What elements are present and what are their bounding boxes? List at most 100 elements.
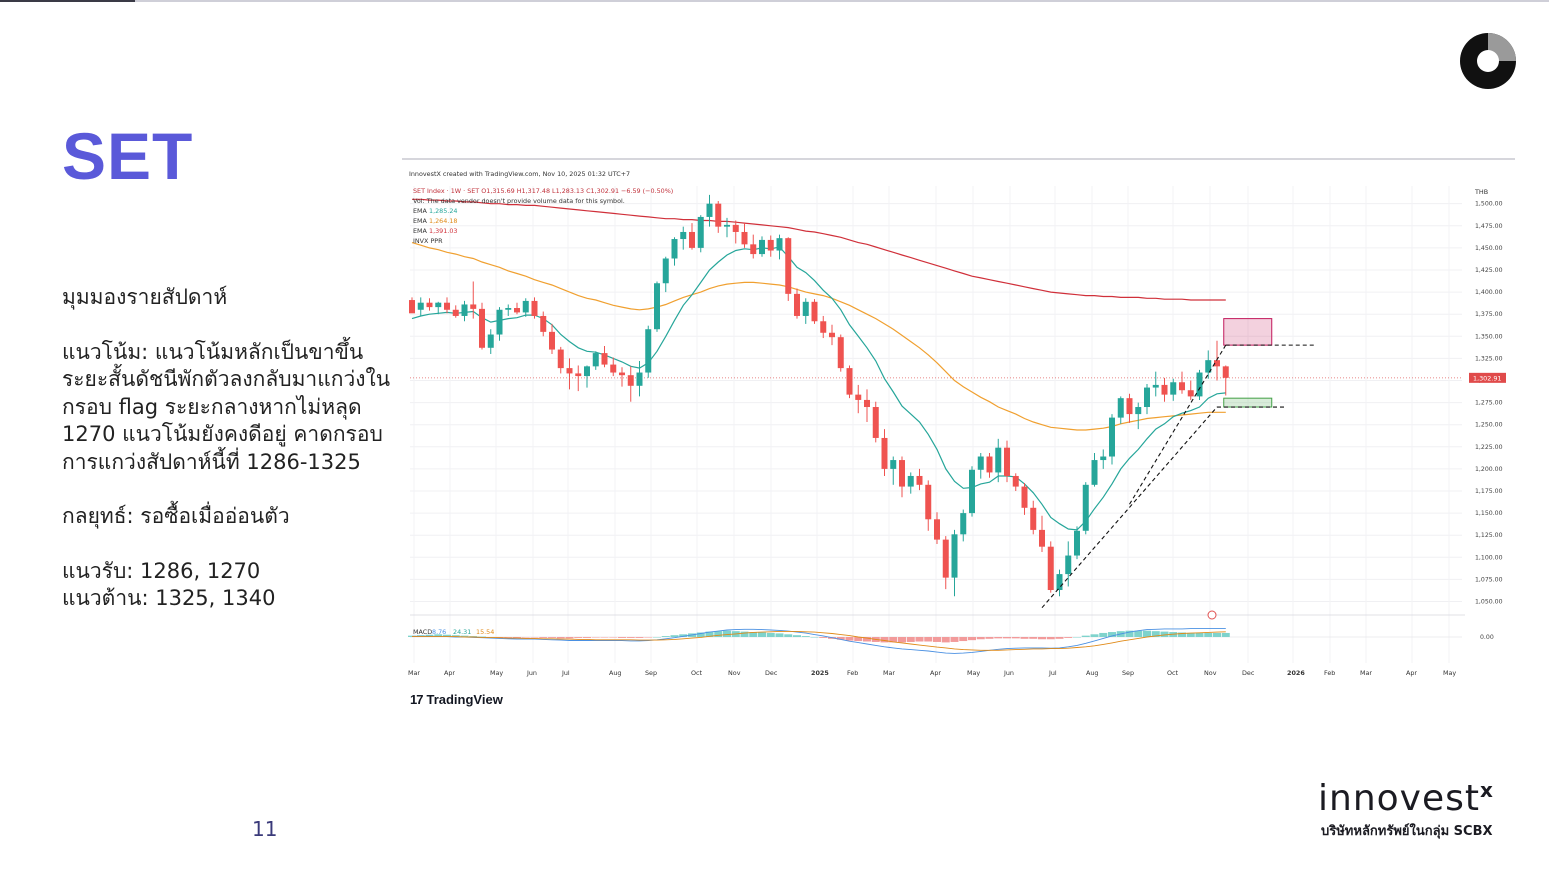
- top-rule-accent: [0, 0, 135, 2]
- candle: [610, 357, 617, 377]
- macd-histogram-bar: [723, 630, 731, 637]
- price-chart: 1,500.00 1,475.00 1,450.00 1,425.00 1,400.00…: [402, 158, 1515, 688]
- candle: [890, 456, 897, 485]
- candle: [409, 297, 415, 314]
- candle-body: [601, 353, 608, 365]
- macd-histogram-bar: [609, 637, 618, 638]
- candle-body: [986, 456, 993, 473]
- candle-body: [1196, 372, 1203, 397]
- flag-pole-lower: [1041, 406, 1218, 609]
- candle-body: [724, 224, 730, 227]
- macd-histogram-bar: [513, 637, 521, 638]
- candle: [1196, 369, 1203, 400]
- candle-body: [417, 302, 424, 310]
- tradingview-wordmark: TradingView: [426, 692, 503, 707]
- macd-histogram-bar: [539, 637, 548, 638]
- corner-logo-icon: [1460, 33, 1516, 89]
- candle: [426, 298, 433, 311]
- macd-histogram-bar: [679, 634, 688, 637]
- candle: [619, 367, 625, 387]
- chart-container: 1,500.00 1,475.00 1,450.00 1,425.00 1,400.00…: [402, 158, 1515, 718]
- volume-note: Vol: The data vendor doesn't provide vol…: [413, 197, 625, 205]
- svg-text:EMA: EMA: [413, 217, 428, 225]
- candle-body: [505, 308, 512, 310]
- candle: [671, 237, 678, 266]
- candle: [1170, 378, 1177, 401]
- candle: [881, 429, 888, 476]
- candle: [969, 466, 975, 517]
- ema-slow-label: EMA 1,391.03: [413, 227, 457, 235]
- ema-mid-label: EMA 1,264.18: [413, 217, 457, 225]
- macd-histogram-bar: [985, 637, 994, 639]
- macd-histogram-bar: [863, 637, 871, 642]
- candle: [706, 194, 713, 227]
- candle-body: [872, 407, 879, 438]
- candle-body: [916, 475, 923, 485]
- candle: [1074, 526, 1080, 560]
- candle-body: [1214, 360, 1220, 367]
- macd-line: [412, 628, 1226, 654]
- candle: [960, 509, 967, 542]
- x-tick-label: Jul: [1048, 669, 1057, 677]
- candle-body: [452, 309, 459, 316]
- macd-histogram-bar: [583, 637, 591, 638]
- candle-body: [741, 231, 748, 245]
- macd-histogram-bar: [968, 637, 976, 641]
- x-tick-label: Aug: [1086, 669, 1098, 677]
- candle-body: [767, 239, 774, 251]
- macd-histogram-bar: [1003, 637, 1011, 639]
- tradingview-mark-icon: 17: [410, 692, 424, 707]
- support-zone: [1223, 397, 1273, 408]
- candle-body: [855, 394, 862, 400]
- candle: [899, 456, 905, 498]
- candle: [452, 305, 459, 318]
- candle-body: [1056, 574, 1063, 591]
- macd-histogram-bar: [530, 637, 539, 638]
- macd-histogram-bar: [906, 637, 915, 642]
- macd-histogram-bar: [1029, 637, 1038, 639]
- candle-body: [811, 301, 818, 322]
- macd-histogram-bar: [784, 634, 793, 637]
- x-tick-label: Jun: [526, 669, 537, 677]
- candle: [1056, 569, 1063, 597]
- macd-histogram-bar: [478, 636, 486, 638]
- macd-histogram-bar: [644, 637, 653, 638]
- y-tick-label: 1,125.00: [1475, 532, 1503, 539]
- macd-histogram-bar: [434, 634, 443, 637]
- candle: [549, 323, 555, 354]
- candle: [636, 361, 643, 397]
- candle: [557, 346, 564, 374]
- candle: [592, 351, 599, 370]
- svg-text:1,264.18: 1,264.18: [429, 217, 457, 225]
- svg-text:1,391.03: 1,391.03: [429, 227, 457, 235]
- x-tick-label: Apr: [1406, 669, 1417, 677]
- candle: [505, 304, 512, 316]
- candle-body: [1170, 382, 1177, 395]
- candle-body: [636, 372, 643, 386]
- macd-histogram-bar: [924, 637, 933, 642]
- macd-histogram-bar: [574, 637, 583, 638]
- candle-body: [1144, 387, 1150, 408]
- x-tick-label: Mar: [408, 669, 420, 677]
- candle-body: [697, 216, 704, 248]
- candle: [514, 302, 520, 315]
- candle-body: [1021, 486, 1028, 508]
- macd-histogram-bar: [959, 637, 968, 642]
- candle-body: [610, 364, 617, 373]
- candle: [1091, 452, 1098, 487]
- candle-body: [1109, 417, 1115, 457]
- candle-body: [1065, 555, 1072, 575]
- candle-body: [1187, 390, 1194, 397]
- macd-histogram-bar: [976, 637, 985, 640]
- x-tick-label: Apr: [444, 669, 455, 677]
- y-tick-label: 1,450.00: [1475, 245, 1503, 252]
- candle-body: [794, 293, 800, 316]
- y-tick-label: 1,400.00: [1475, 289, 1503, 296]
- y-tick-label: 1,500.00: [1475, 201, 1503, 208]
- candle-body: [934, 519, 940, 540]
- x-tick-label: Nov: [1204, 669, 1217, 677]
- candle: [461, 300, 468, 322]
- candle-body: [557, 349, 564, 369]
- y-tick-label: 1,075.00: [1475, 576, 1503, 583]
- candle: [1039, 515, 1045, 552]
